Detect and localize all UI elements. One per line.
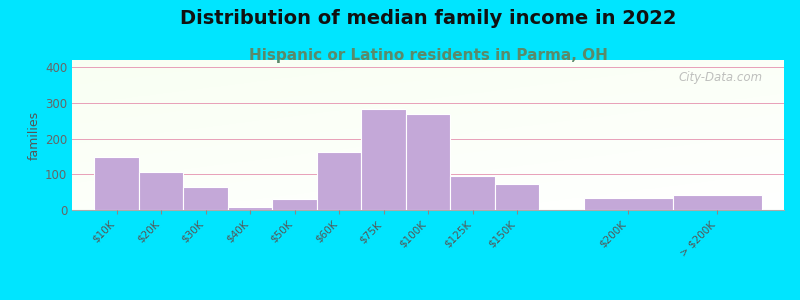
Bar xyxy=(138,172,183,210)
Bar xyxy=(362,109,406,210)
Text: Distribution of median family income in 2022: Distribution of median family income in … xyxy=(180,9,676,28)
Bar xyxy=(406,114,450,210)
Text: Hispanic or Latino residents in Parma, OH: Hispanic or Latino residents in Parma, O… xyxy=(249,48,607,63)
Y-axis label: families: families xyxy=(28,110,41,160)
Bar xyxy=(450,176,494,210)
Bar xyxy=(584,198,673,210)
Bar xyxy=(272,199,317,210)
Bar xyxy=(494,184,539,210)
Bar xyxy=(228,207,272,210)
Bar xyxy=(317,152,362,210)
Text: City-Data.com: City-Data.com xyxy=(678,70,762,83)
Bar xyxy=(673,195,762,210)
Bar xyxy=(183,187,228,210)
Bar xyxy=(94,157,138,210)
